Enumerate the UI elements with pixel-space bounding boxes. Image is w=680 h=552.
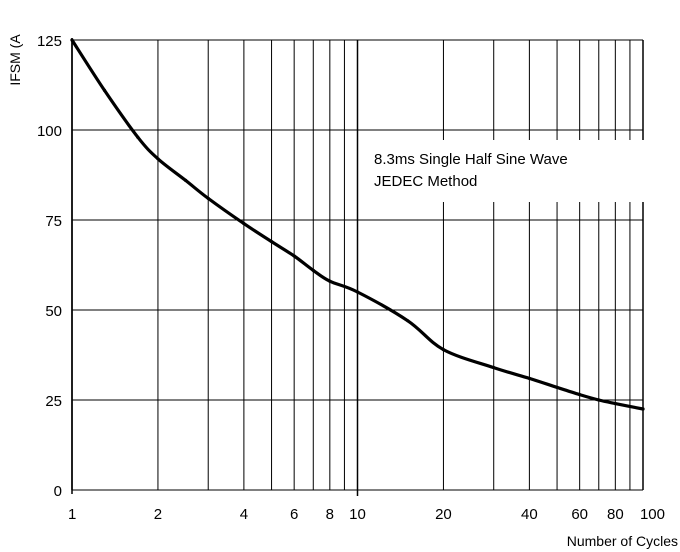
data-point-13 <box>441 348 446 352</box>
data-point-9 <box>311 268 315 272</box>
x-tick-label-9: 80 <box>607 506 624 523</box>
y-tick-label-0: 0 <box>54 483 62 500</box>
data-point-18 <box>597 398 601 402</box>
data-point-6 <box>242 222 246 226</box>
data-point-5 <box>206 196 210 200</box>
data-point-20 <box>641 407 645 411</box>
data-point-10 <box>328 279 332 283</box>
x-tick-label-6: 20 <box>435 506 452 523</box>
data-point-7 <box>269 240 274 244</box>
y-tick-label-4: 100 <box>37 123 62 140</box>
data-point-16 <box>555 385 559 389</box>
x-tick-label-1: 2 <box>154 506 162 523</box>
data-point-17 <box>578 393 582 397</box>
data-point-3 <box>156 157 160 161</box>
tick-labels: 0 25 50 75 100 125 1 2 4 6 8 10 20 40 60 80 100 <box>37 33 665 523</box>
x-axis-label: Number of Cycles <box>567 533 678 549</box>
annotation: 8.3ms Single Half Sine Wave JEDEC Method <box>366 140 644 202</box>
grid <box>71 38 644 496</box>
x-tick-label-4: 8 <box>326 506 334 523</box>
data-point-8 <box>292 254 296 258</box>
y-tick-label-3: 75 <box>45 213 62 230</box>
x-tick-label-0: 1 <box>68 506 76 523</box>
x-tick-label-7: 40 <box>521 506 538 523</box>
series-layer <box>70 38 645 411</box>
y-tick-label-5: 125 <box>37 33 62 50</box>
data-point-2 <box>136 135 140 139</box>
x-tick-label-3: 6 <box>290 506 298 523</box>
data-point-11 <box>355 290 360 294</box>
data-point-0 <box>70 38 74 42</box>
annotation-line-1: JEDEC Method <box>374 173 477 190</box>
x-tick-label-5: 10 <box>349 506 366 523</box>
y-tick-label-1: 25 <box>45 393 62 410</box>
data-point-14 <box>492 366 496 370</box>
y-tick-label-2: 50 <box>45 303 62 320</box>
data-point-19 <box>613 402 617 406</box>
data-point-1 <box>102 88 107 92</box>
data-point-12 <box>406 319 410 323</box>
annotation-line-0: 8.3ms Single Half Sine Wave <box>374 151 568 168</box>
x-tick-label-8: 60 <box>571 506 588 523</box>
data-point-15 <box>527 376 531 380</box>
x-tick-label-10: 100 <box>640 506 665 523</box>
x-tick-label-2: 4 <box>240 506 248 523</box>
y-axis-label: IFSM (A <box>7 34 23 86</box>
annotation-background <box>366 140 644 202</box>
data-point-4 <box>184 178 188 182</box>
